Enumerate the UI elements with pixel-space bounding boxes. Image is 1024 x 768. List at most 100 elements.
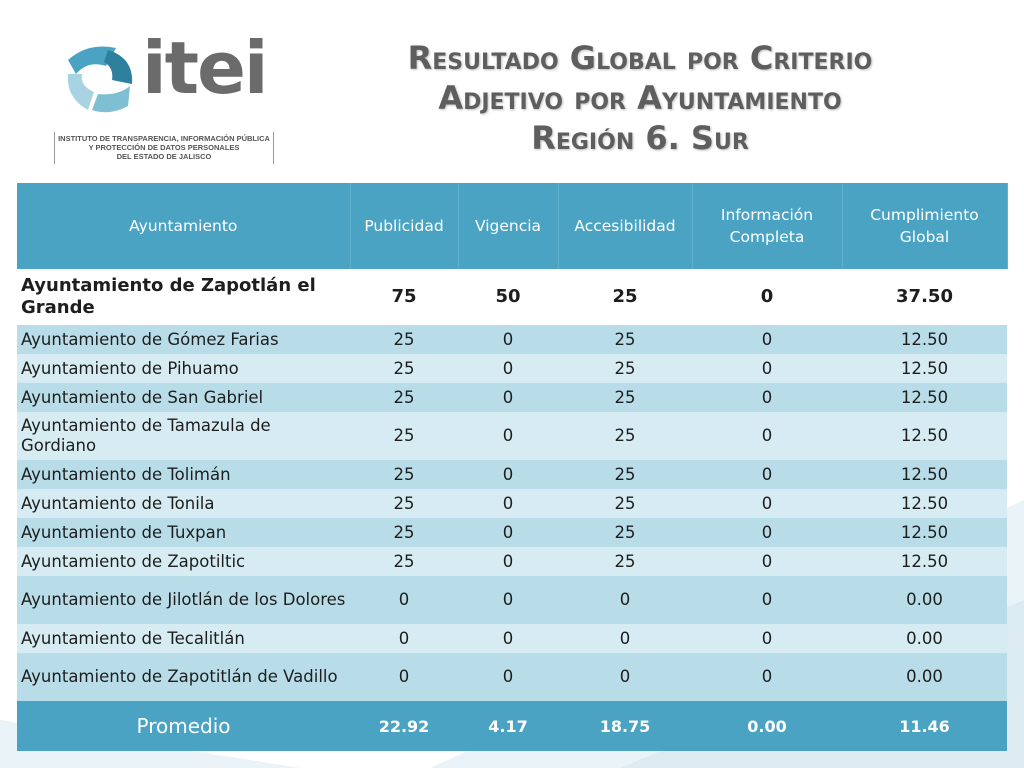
- cell-vigencia: 0: [458, 653, 558, 701]
- average-accesibilidad: 18.75: [558, 701, 692, 751]
- cell-vigencia: 0: [458, 383, 558, 412]
- cell-cumplimiento: 12.50: [842, 383, 1007, 412]
- cell-accesibilidad: 25: [558, 269, 692, 325]
- cell-publicidad: 25: [350, 518, 458, 547]
- cell-publicidad: 0: [350, 576, 458, 624]
- cell-publicidad: 25: [350, 412, 458, 460]
- page-title: Resultado Global por Criterio Adjetivo p…: [330, 38, 950, 158]
- cell-vigencia: 0: [458, 460, 558, 489]
- results-table: Ayuntamiento Publicidad Vigencia Accesib…: [17, 183, 1008, 751]
- cell-vigencia: 0: [458, 412, 558, 460]
- cell-vigencia: 0: [458, 354, 558, 383]
- cell-accesibilidad: 25: [558, 547, 692, 576]
- cell-accesibilidad: 25: [558, 460, 692, 489]
- cell-accesibilidad: 0: [558, 653, 692, 701]
- cell-accesibilidad: 25: [558, 489, 692, 518]
- cell-informacion: 0: [692, 269, 842, 325]
- table-row: Ayuntamiento de Tolimán 25 0 25 0 12.50: [17, 460, 1007, 489]
- cell-ayuntamiento: Ayuntamiento de Tecalitlán: [17, 624, 350, 653]
- cell-accesibilidad: 25: [558, 412, 692, 460]
- cell-cumplimiento: 0.00: [842, 624, 1007, 653]
- cell-ayuntamiento: Ayuntamiento de Tonila: [17, 489, 350, 518]
- cell-cumplimiento: 12.50: [842, 460, 1007, 489]
- header-vigencia: Vigencia: [458, 183, 559, 269]
- cell-accesibilidad: 25: [558, 518, 692, 547]
- header-informacion-completa: Información Completa: [692, 183, 843, 269]
- cell-vigencia: 0: [458, 624, 558, 653]
- average-label: Promedio: [17, 701, 350, 751]
- header-cumplimiento-global: Cumplimiento Global: [842, 183, 1008, 269]
- cell-informacion: 0: [692, 653, 842, 701]
- logo-caption-line: INSTITUTO DE TRANSPARENCIA, INFORMACIÓN …: [58, 134, 270, 143]
- cell-ayuntamiento: Ayuntamiento de Gómez Farias: [17, 325, 350, 354]
- cell-publicidad: 0: [350, 653, 458, 701]
- table-row: Ayuntamiento de Gómez Farias 25 0 25 0 1…: [17, 325, 1007, 354]
- table-row: Ayuntamiento de Tamazula de Gordiano 25 …: [17, 412, 1007, 460]
- cell-informacion: 0: [692, 489, 842, 518]
- cell-publicidad: 25: [350, 460, 458, 489]
- cell-cumplimiento: 12.50: [842, 325, 1007, 354]
- logo-caption: INSTITUTO DE TRANSPARENCIA, INFORMACIÓN …: [54, 132, 274, 164]
- table-header-row: Ayuntamiento Publicidad Vigencia Accesib…: [17, 183, 1008, 269]
- table-row: Ayuntamiento de Zapotiltic 25 0 25 0 12.…: [17, 547, 1007, 576]
- header-accesibilidad: Accesibilidad: [558, 183, 693, 269]
- average-cumplimiento: 11.46: [842, 701, 1007, 751]
- table-row: Ayuntamiento de Zapotlán el Grande 75 50…: [17, 269, 1007, 325]
- cell-accesibilidad: 25: [558, 383, 692, 412]
- cell-informacion: 0: [692, 576, 842, 624]
- table-row: Ayuntamiento de San Gabriel 25 0 25 0 12…: [17, 383, 1007, 412]
- itei-emblem-icon: [67, 46, 133, 113]
- header-publicidad: Publicidad: [350, 183, 459, 269]
- header-informacion-line1: Información: [720, 206, 814, 224]
- title-line-1: Resultado Global por Criterio: [407, 39, 873, 77]
- cell-cumplimiento: 12.50: [842, 354, 1007, 383]
- logo-caption-line: Y PROTECCIÓN DE DATOS PERSONALES: [88, 143, 240, 152]
- average-row: Promedio 22.92 4.17 18.75 0.00 11.46: [17, 701, 1007, 751]
- title-line-2: Adjetivo por Ayuntamiento: [438, 79, 842, 117]
- title-line-3: Región 6. Sur: [531, 119, 749, 157]
- cell-informacion: 0: [692, 460, 842, 489]
- itei-logo: itei INSTITUTO DE TRANSPARENCIA, INFORMA…: [50, 26, 280, 166]
- logo-wordmark: itei: [142, 26, 269, 110]
- cell-cumplimiento: 12.50: [842, 547, 1007, 576]
- cell-cumplimiento: 0.00: [842, 576, 1007, 624]
- cell-publicidad: 75: [350, 269, 458, 325]
- cell-publicidad: 25: [350, 489, 458, 518]
- cell-cumplimiento: 37.50: [842, 269, 1007, 325]
- cell-ayuntamiento: Ayuntamiento de Zapotlán el Grande: [17, 269, 350, 325]
- average-vigencia: 4.17: [458, 701, 558, 751]
- cell-ayuntamiento: Ayuntamiento de Tuxpan: [17, 518, 350, 547]
- cell-accesibilidad: 25: [558, 354, 692, 383]
- average-publicidad: 22.92: [350, 701, 458, 751]
- cell-ayuntamiento: Ayuntamiento de Tamazula de Gordiano: [17, 412, 350, 460]
- header-cumplimiento-line2: Global: [899, 228, 950, 246]
- cell-vigencia: 0: [458, 576, 558, 624]
- cell-vigencia: 50: [458, 269, 558, 325]
- cell-vigencia: 0: [458, 325, 558, 354]
- cell-cumplimiento: 0.00: [842, 653, 1007, 701]
- cell-publicidad: 25: [350, 325, 458, 354]
- cell-ayuntamiento: Ayuntamiento de Zapotiltic: [17, 547, 350, 576]
- cell-ayuntamiento: Ayuntamiento de Tolimán: [17, 460, 350, 489]
- cell-informacion: 0: [692, 547, 842, 576]
- header-cumplimiento-line1: Cumplimiento: [870, 206, 979, 224]
- cell-ayuntamiento: Ayuntamiento de San Gabriel: [17, 383, 350, 412]
- cell-publicidad: 0: [350, 624, 458, 653]
- cell-vigencia: 0: [458, 547, 558, 576]
- cell-vigencia: 0: [458, 518, 558, 547]
- cell-cumplimiento: 12.50: [842, 489, 1007, 518]
- cell-informacion: 0: [692, 518, 842, 547]
- cell-accesibilidad: 0: [558, 624, 692, 653]
- table-row: Ayuntamiento de Jilotlán de los Dolores …: [17, 576, 1007, 624]
- cell-informacion: 0: [692, 412, 842, 460]
- table-row: Ayuntamiento de Zapotitlán de Vadillo 0 …: [17, 653, 1007, 701]
- table-row: Ayuntamiento de Pihuamo 25 0 25 0 12.50: [17, 354, 1007, 383]
- table-row: Ayuntamiento de Tecalitlán 0 0 0 0 0.00: [17, 624, 1007, 653]
- cell-vigencia: 0: [458, 489, 558, 518]
- logo-caption-line: DEL ESTADO DE JALISCO: [116, 152, 212, 161]
- average-informacion: 0.00: [692, 701, 842, 751]
- cell-ayuntamiento: Ayuntamiento de Pihuamo: [17, 354, 350, 383]
- cell-publicidad: 25: [350, 383, 458, 412]
- cell-informacion: 0: [692, 325, 842, 354]
- cell-ayuntamiento: Ayuntamiento de Jilotlán de los Dolores: [17, 576, 350, 624]
